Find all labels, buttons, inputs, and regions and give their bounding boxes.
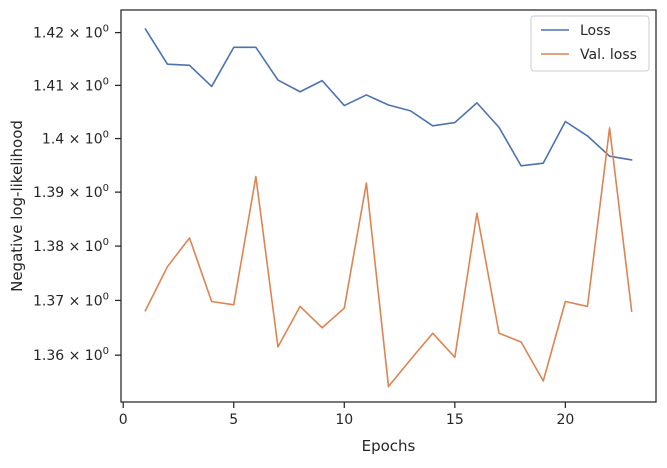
y-tick-label-0: 1.36 × 100 xyxy=(33,346,109,364)
x-tick-label-4: 20 xyxy=(556,412,574,428)
x-tick-label-3: 15 xyxy=(446,412,464,428)
series-lines xyxy=(144,28,633,388)
y-tick-label-6: 1.42 × 100 xyxy=(33,24,109,42)
y-tick-label-2: 1.38 × 100 xyxy=(33,237,109,255)
x-tick-label-2: 10 xyxy=(335,412,353,428)
legend-label-loss: Loss xyxy=(580,23,611,39)
y-tick-label-3: 1.39 × 100 xyxy=(33,183,109,201)
y-tick-label-5: 1.41 × 100 xyxy=(33,76,109,94)
y-axis-label: Negative log-likelihood xyxy=(8,120,26,292)
y-tick-label-1: 1.37 × 100 xyxy=(33,291,109,309)
series-line-loss xyxy=(144,28,633,167)
y-tick-label-4: 1.4 × 100 xyxy=(42,130,109,148)
y-axis-ticks: 1.36 × 100 1.37 × 100 1.38 × 100 1.39 × 100… xyxy=(33,24,121,364)
x-axis-ticks: 0 5 10 15 20 xyxy=(119,402,574,428)
x-axis-label: Epochs xyxy=(362,437,416,455)
legend-label-val-loss: Val. loss xyxy=(580,47,637,63)
series-line-val-loss xyxy=(144,127,633,388)
legend: Loss Val. loss xyxy=(530,15,650,72)
plot-frame xyxy=(120,9,657,403)
x-tick-label-1: 5 xyxy=(229,412,238,428)
x-tick-label-0: 0 xyxy=(119,412,128,428)
